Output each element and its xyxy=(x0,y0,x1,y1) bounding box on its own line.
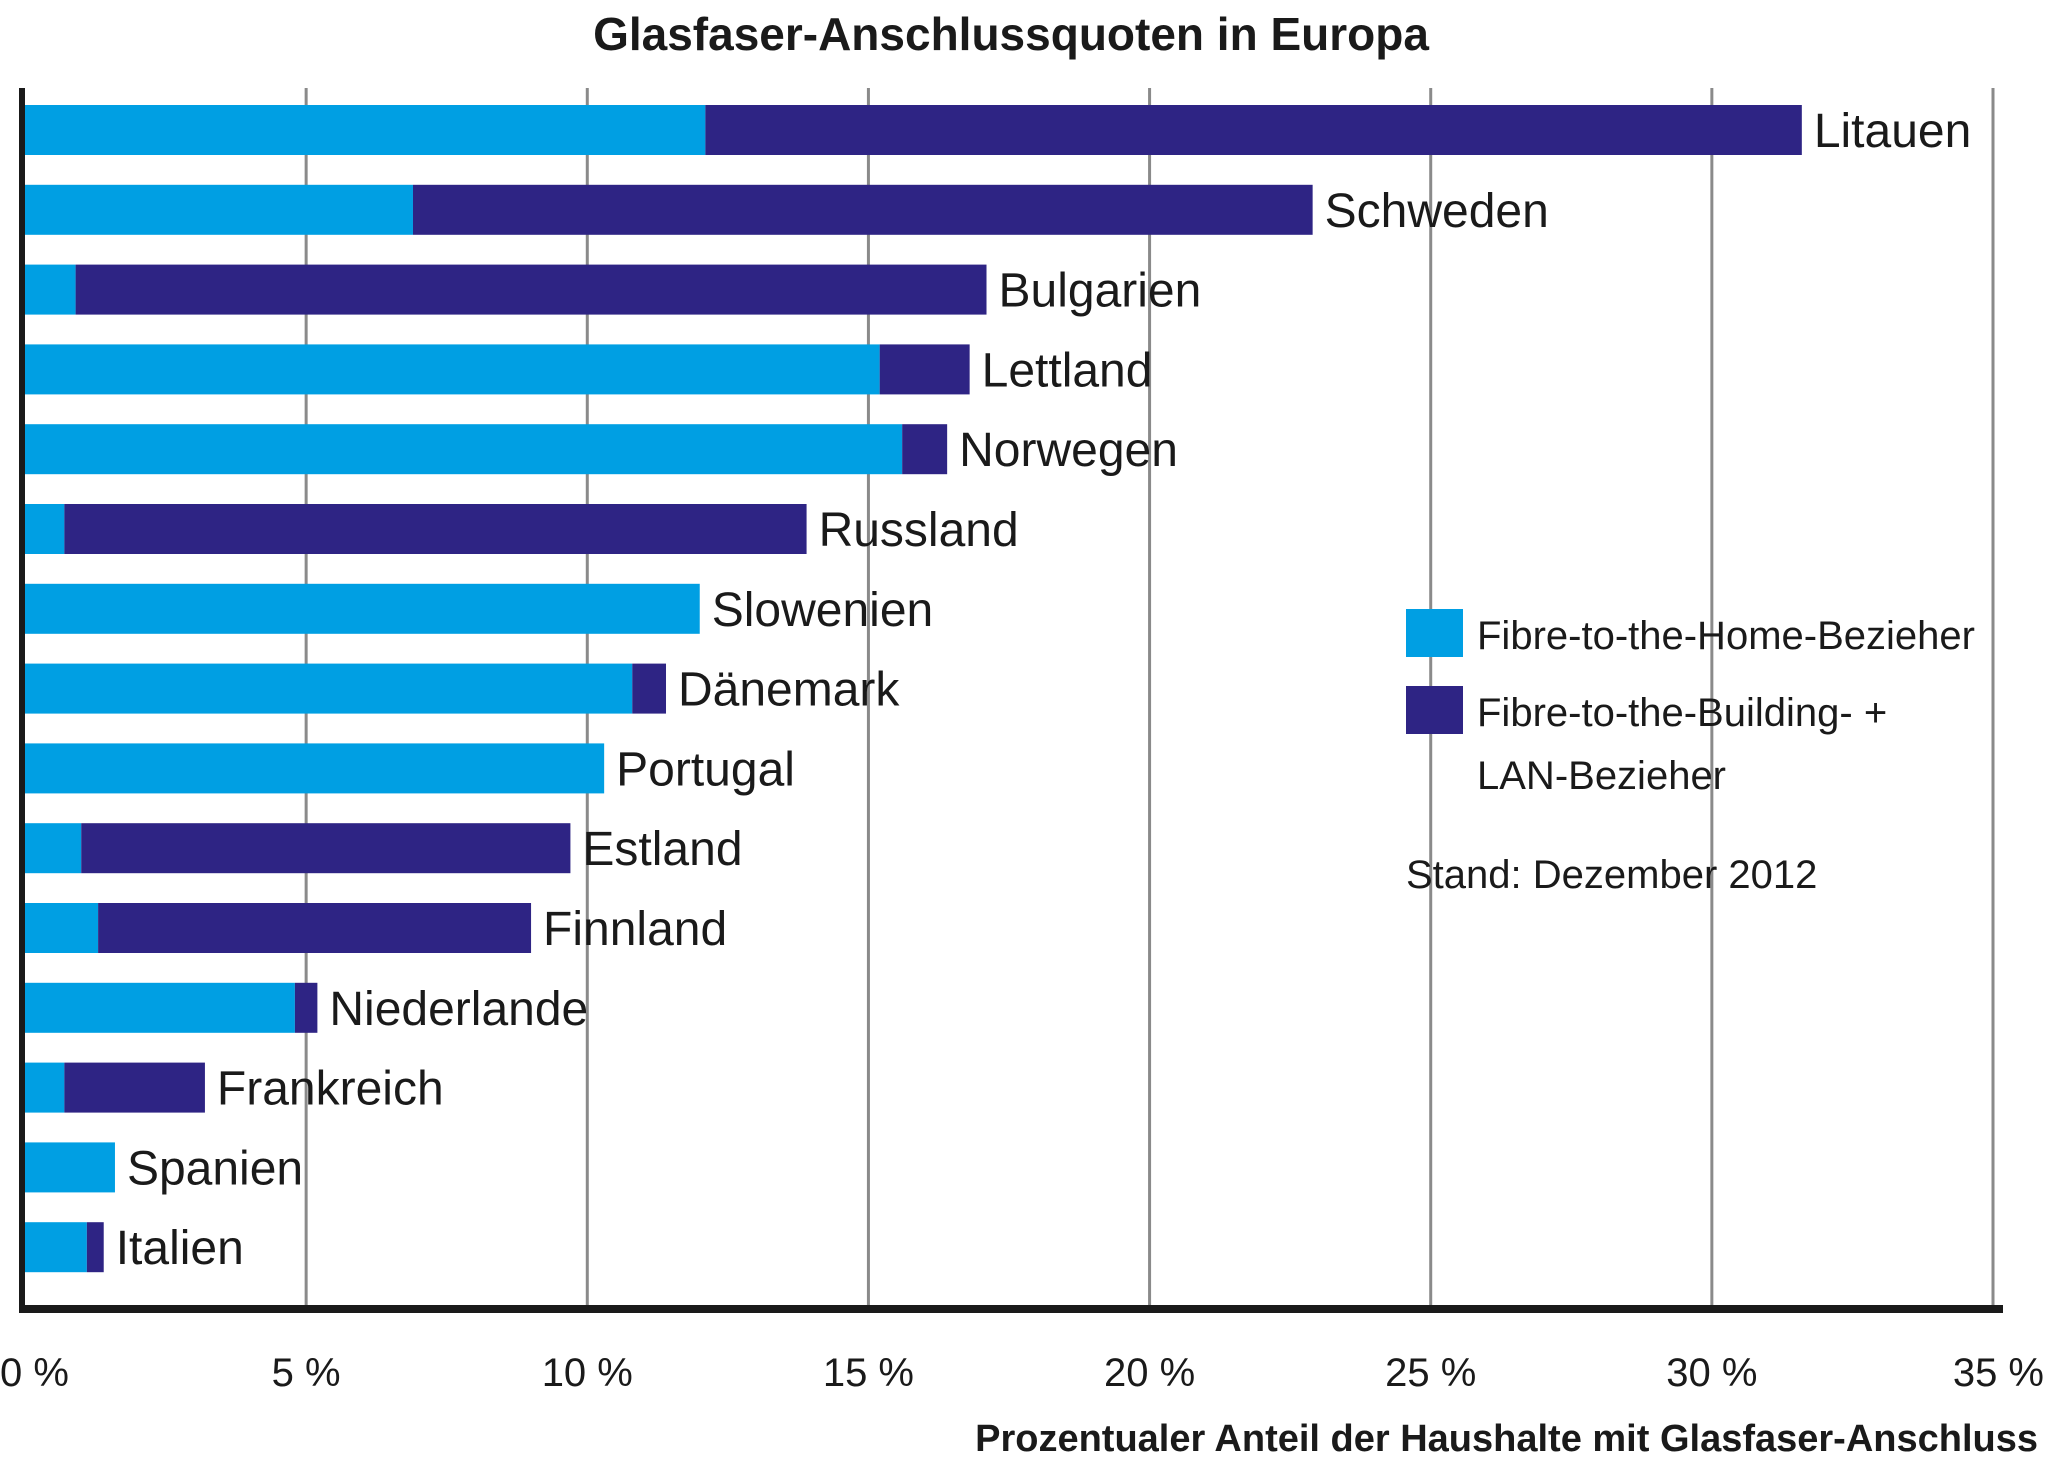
x-tick-label: 15 % xyxy=(823,1351,914,1395)
category-label: Finnland xyxy=(543,903,727,956)
bar-segment-ftth xyxy=(25,344,880,395)
legend-swatch-ftth xyxy=(1406,609,1463,657)
x-axis-label: Prozentualer Anteil der Haushalte mit Gl… xyxy=(975,1418,2038,1460)
bar-segment-fttb xyxy=(632,663,667,714)
category-label: Norwegen xyxy=(959,424,1178,477)
x-tick-labels: 0 % 5 % 10 % 15 % 20 % 25 % 30 % 35 % xyxy=(0,1351,2044,1395)
bar-segment-ftth xyxy=(25,1142,115,1193)
x-tick-label: 20 % xyxy=(1104,1351,1195,1395)
category-label: Spanien xyxy=(127,1142,303,1195)
category-label: Frankreich xyxy=(217,1063,444,1116)
bars xyxy=(25,105,1802,1273)
bar-segment-ftth xyxy=(25,184,413,235)
bar-segment-fttb xyxy=(81,823,571,874)
x-tick-label: 25 % xyxy=(1385,1351,1476,1395)
bar-segment-ftth xyxy=(25,1062,65,1113)
category-label: Litauen xyxy=(1814,105,1971,158)
category-label: Bulgarien xyxy=(999,265,1202,318)
x-tick-label: 30 % xyxy=(1666,1351,1757,1395)
bar-segment-ftth xyxy=(25,982,295,1033)
category-label: Italien xyxy=(116,1222,244,1275)
bar-segment-fttb xyxy=(902,424,948,475)
bar-segment-fttb xyxy=(705,105,1802,155)
legend: Fibre-to-the-Home-Bezieher Fibre-to-the-… xyxy=(1406,609,1975,897)
bar-segment-ftth xyxy=(25,504,65,554)
bar-segment-fttb xyxy=(412,184,1313,235)
bar-segment-ftth xyxy=(25,663,633,714)
category-label: Niederlande xyxy=(329,983,588,1036)
category-label: Schweden xyxy=(1325,185,1549,238)
bar-segment-fttb xyxy=(75,264,987,315)
legend-swatch-fttb xyxy=(1406,686,1463,734)
axes xyxy=(19,88,2003,1313)
bar-segment-ftth xyxy=(25,743,605,794)
bar-segment-ftth xyxy=(25,105,706,155)
x-tick-label: 0 % xyxy=(0,1351,69,1395)
category-label: Lettland xyxy=(982,344,1153,397)
legend-label-fttb-line2: LAN-Bezieher xyxy=(1477,754,1726,798)
chart-title: Glasfaser-Anschlussquoten in Europa xyxy=(593,8,1429,60)
category-label: Dänemark xyxy=(678,664,900,717)
bar-segment-fttb xyxy=(64,1062,205,1113)
date-annotation: Stand: Dezember 2012 xyxy=(1406,853,1817,897)
bar-segment-ftth xyxy=(25,1222,87,1273)
category-label: Slowenien xyxy=(712,584,933,637)
category-label: Russland xyxy=(819,504,1019,557)
x-tick-label: 5 % xyxy=(272,1351,341,1395)
bar-segment-fttb xyxy=(98,903,532,953)
x-tick-label: 10 % xyxy=(542,1351,633,1395)
bar-segment-fttb xyxy=(64,504,807,554)
bar-segment-ftth xyxy=(25,823,82,874)
legend-label-fttb: Fibre-to-the-Building- + xyxy=(1477,691,1887,735)
bar-segment-fttb xyxy=(294,982,318,1033)
bar-segment-ftth xyxy=(25,583,700,634)
bar-segment-ftth xyxy=(25,424,903,475)
category-labels: Litauen Schweden Bulgarien Lettland Norwegen… xyxy=(116,105,1972,1275)
bar-segment-ftth xyxy=(25,264,76,315)
legend-label-ftth: Fibre-to-the-Home-Bezieher xyxy=(1477,614,1975,658)
category-label: Portugal xyxy=(616,743,795,796)
x-tick-label: 35 % xyxy=(1953,1351,2044,1395)
bar-segment-fttb xyxy=(86,1222,104,1273)
bar-segment-ftth xyxy=(25,903,99,953)
category-label: Estland xyxy=(582,823,742,876)
bar-segment-fttb xyxy=(879,344,970,395)
